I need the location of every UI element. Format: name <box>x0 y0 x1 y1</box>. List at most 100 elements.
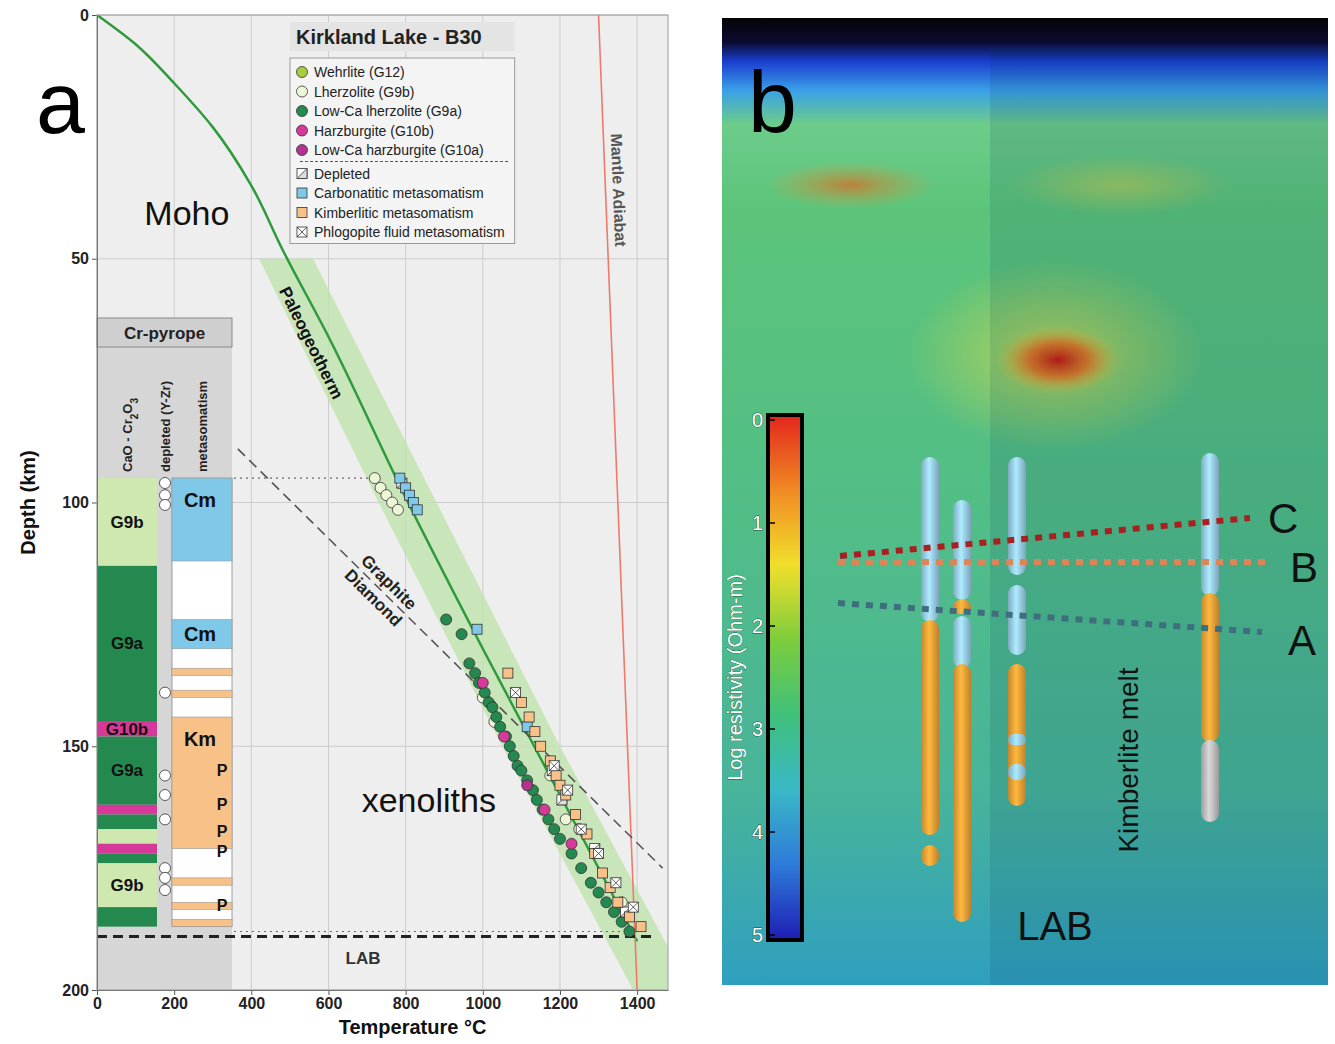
color-bar-tick-label: 5 <box>752 924 763 946</box>
metasomatism-label: Cm <box>184 489 216 511</box>
data-point <box>543 814 554 825</box>
marker-circle <box>297 125 308 136</box>
marker-square <box>570 810 580 820</box>
x-tick: 1400 <box>620 990 656 1012</box>
cao-band <box>97 863 157 907</box>
data-point <box>594 849 604 859</box>
data-point <box>531 794 542 805</box>
depleted-circle <box>160 687 171 698</box>
color-bar-title: Log resistivity (Ohm-m) <box>724 574 746 781</box>
y-tick: 150 <box>62 738 97 755</box>
borehole-segment <box>1008 764 1026 780</box>
color-bar-tick <box>768 728 775 730</box>
depleted-circle <box>160 770 171 781</box>
annotation: Moho <box>144 194 229 232</box>
data-point <box>369 473 380 484</box>
data-point <box>566 838 577 849</box>
data-point <box>597 868 607 878</box>
marker-circle <box>470 668 481 679</box>
marker-cross <box>563 785 573 795</box>
legend-marker <box>297 86 308 97</box>
marker-cross <box>594 849 604 859</box>
data-point <box>487 702 498 713</box>
cao-label: G9b <box>110 876 143 895</box>
x-tick-mark <box>483 990 484 995</box>
x-tick-mark <box>637 990 638 995</box>
metasomatism-band <box>172 717 232 849</box>
marker-cross <box>628 902 638 912</box>
marker-circle <box>522 780 533 791</box>
legend-marker <box>297 106 308 117</box>
phlogopite-label: P <box>217 762 228 779</box>
data-point <box>470 668 481 679</box>
marker-circle <box>608 907 619 918</box>
metasomatism-band <box>172 878 232 885</box>
y-tick-label: 200 <box>62 982 89 999</box>
legend-label: Wehrlite (G12) <box>314 64 405 80</box>
marker-circle <box>477 677 488 688</box>
cao-band <box>97 907 157 927</box>
horizon-line <box>840 518 1250 556</box>
legend-marker <box>297 208 307 218</box>
data-point <box>611 878 621 888</box>
borehole-segment <box>921 620 939 835</box>
marker-circle <box>499 731 510 742</box>
x-tick: 200 <box>161 990 188 1012</box>
data-point <box>477 677 488 688</box>
x-axis: 0200400600800100012001400 <box>93 990 668 1012</box>
marker-circle <box>297 86 308 97</box>
marker-square <box>636 922 646 932</box>
y-tick-label: 50 <box>71 250 89 267</box>
marker-cross <box>297 227 307 237</box>
text-part: O <box>120 404 135 414</box>
panel-letter: a <box>36 53 85 152</box>
color-bar-tick-label: 0 <box>752 409 763 431</box>
marker-square <box>524 712 534 722</box>
data-point <box>456 629 467 640</box>
depleted-circle <box>160 790 171 801</box>
x-tick-mark <box>328 990 329 995</box>
x-tick-label: 1400 <box>620 995 656 1012</box>
data-point <box>536 741 546 751</box>
phlogopite-label: P <box>217 897 228 914</box>
marker-circle <box>543 814 554 825</box>
y-tick-label: 150 <box>62 738 89 755</box>
marker-square <box>297 169 307 179</box>
legend-label: Low-Ca lherzolite (G9a) <box>314 103 462 119</box>
marker-square <box>395 473 405 483</box>
data-point <box>522 780 533 791</box>
marker-circle <box>297 106 308 117</box>
data-point <box>551 771 561 781</box>
data-point <box>624 912 634 922</box>
marker-circle <box>491 712 502 723</box>
marker-circle <box>392 504 403 515</box>
borehole-segment <box>953 616 971 668</box>
data-point <box>566 848 577 859</box>
borehole-segment <box>1201 740 1219 822</box>
data-point <box>624 926 635 937</box>
x-tick-mark <box>560 990 561 995</box>
line-label: Paleogeotherm <box>275 284 347 402</box>
data-point <box>464 658 475 669</box>
cao-label: G9a <box>111 761 144 780</box>
grid-line-y <box>97 258 668 259</box>
color-bar-tick <box>768 522 775 524</box>
horizon-label: B <box>1290 544 1318 591</box>
x-tick: 0 <box>93 990 102 1012</box>
x-tick-mark <box>251 990 252 995</box>
marker-cross <box>576 824 586 834</box>
metasomatism-band <box>172 690 232 697</box>
depleted-circle <box>160 478 171 489</box>
cao-band <box>97 854 157 864</box>
horizon-label: C <box>1268 495 1298 542</box>
annotation: LAB <box>1017 904 1093 948</box>
marker-cross <box>297 227 307 237</box>
y-tick-label: 0 <box>80 7 89 24</box>
legend-box <box>290 58 515 244</box>
figure: Cr-pyropeCaO - Cr2O3depleted (Y-Zr)metas… <box>0 0 1335 1044</box>
marker-circle <box>479 687 490 698</box>
marker-square <box>297 188 307 198</box>
cao-band <box>97 815 157 830</box>
cao-band <box>97 566 157 722</box>
borehole-segment <box>921 845 939 866</box>
